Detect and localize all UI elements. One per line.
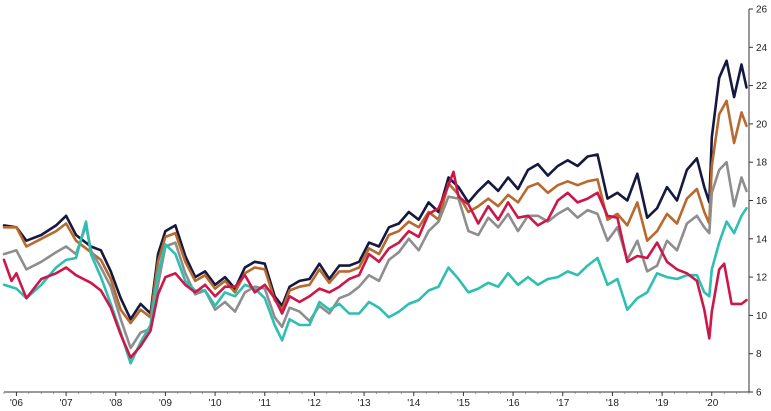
x-tick-label: '11	[259, 398, 272, 409]
x-tick-label: '13	[358, 398, 371, 409]
x-tick-label: '19	[656, 398, 669, 409]
y-tick-label: 10	[756, 311, 768, 322]
y-tick-label: 24	[756, 43, 768, 54]
y-tick-label: 20	[756, 119, 768, 130]
series-line-2	[2, 99, 748, 325]
x-tick-label: '10	[209, 398, 222, 409]
series-line-3	[2, 160, 748, 350]
x-tick-label: '15	[457, 398, 470, 409]
x-tick-label: '20	[705, 398, 718, 409]
y-tick-label: 6	[756, 388, 762, 399]
x-tick-label: '18	[606, 398, 619, 409]
x-tick-label: '17	[556, 398, 569, 409]
y-tick-label: 22	[756, 81, 768, 92]
y-tick-label: 16	[756, 196, 768, 207]
y-tick-label: 26	[756, 5, 768, 16]
axes: '06 '07 '08 '09 '10 '11 '12 '13 '14 '15 '16 '17 '18 '…	[3, 5, 768, 409]
x-tick-label: '16	[507, 398, 520, 409]
x-tick-label: '06	[10, 398, 23, 409]
y-tick-label: 12	[756, 273, 768, 284]
y-tick-label: 8	[756, 349, 762, 360]
series-line-5	[2, 170, 748, 359]
series-layer	[2, 59, 748, 365]
y-tick-label: 14	[756, 234, 768, 245]
series-line-4	[2, 206, 748, 365]
series-line-1	[2, 59, 748, 321]
x-tick-label: '07	[60, 398, 73, 409]
x-tick-label: '14	[407, 398, 420, 409]
x-tick-label: '08	[109, 398, 122, 409]
x-tick-label: '12	[308, 398, 321, 409]
x-tick-label: '09	[159, 398, 172, 409]
y-tick-label: 18	[756, 158, 768, 169]
